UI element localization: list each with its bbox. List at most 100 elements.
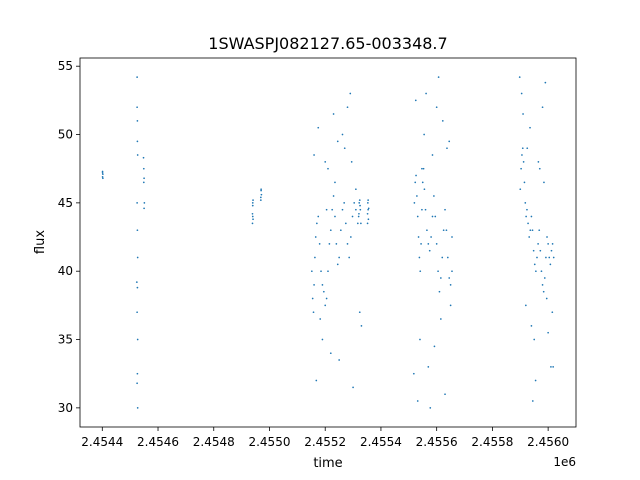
data-point bbox=[321, 284, 324, 286]
data-point bbox=[527, 222, 529, 225]
data-point bbox=[328, 243, 331, 245]
data-point bbox=[421, 181, 424, 184]
data-point bbox=[446, 147, 448, 150]
data-point bbox=[550, 249, 553, 252]
data-point bbox=[352, 386, 354, 389]
data-point bbox=[251, 204, 254, 207]
data-point bbox=[349, 92, 352, 95]
x-axis-offset-label: 1e6 bbox=[553, 455, 576, 469]
data-point bbox=[529, 126, 531, 129]
data-point bbox=[136, 256, 139, 259]
data-point bbox=[545, 256, 547, 259]
data-point bbox=[313, 154, 315, 156]
data-point bbox=[329, 229, 332, 232]
data-point bbox=[544, 81, 547, 84]
data-point bbox=[433, 195, 435, 197]
data-point bbox=[547, 243, 549, 245]
data-point bbox=[533, 338, 536, 341]
data-point bbox=[520, 167, 522, 170]
data-point bbox=[367, 199, 369, 201]
data-point bbox=[437, 270, 439, 273]
data-point bbox=[260, 188, 262, 191]
data-point bbox=[329, 352, 332, 355]
data-point bbox=[317, 126, 320, 129]
data-point bbox=[537, 243, 539, 245]
data-point bbox=[360, 222, 362, 225]
data-point bbox=[136, 202, 138, 204]
data-point bbox=[414, 181, 417, 184]
data-point bbox=[367, 208, 369, 211]
data-point bbox=[142, 156, 145, 159]
data-point bbox=[543, 277, 546, 279]
data-point bbox=[313, 284, 315, 286]
data-point bbox=[336, 263, 339, 266]
data-point bbox=[252, 218, 254, 221]
x-axis-label: time bbox=[313, 456, 342, 471]
data-point bbox=[435, 106, 438, 109]
data-point bbox=[136, 311, 138, 314]
x-tick-label: 2.4546 bbox=[137, 435, 179, 449]
data-point bbox=[143, 202, 146, 204]
data-point bbox=[350, 236, 352, 238]
data-points bbox=[101, 76, 555, 409]
data-point bbox=[551, 243, 554, 245]
data-point bbox=[542, 290, 545, 293]
data-point bbox=[335, 243, 338, 245]
data-point bbox=[525, 215, 527, 218]
y-axis-label: flux bbox=[33, 230, 48, 254]
data-point bbox=[523, 181, 526, 184]
data-point bbox=[415, 174, 417, 177]
data-point bbox=[367, 218, 370, 221]
data-point bbox=[451, 270, 453, 273]
data-point bbox=[355, 208, 357, 211]
data-point bbox=[314, 256, 316, 259]
data-point bbox=[451, 236, 453, 238]
data-point bbox=[136, 372, 139, 375]
data-point bbox=[429, 407, 432, 409]
data-point bbox=[317, 215, 320, 218]
data-point bbox=[416, 400, 419, 402]
data-point bbox=[259, 196, 262, 199]
data-point bbox=[532, 249, 535, 252]
data-point bbox=[315, 379, 318, 382]
data-point bbox=[541, 284, 544, 286]
data-point bbox=[136, 106, 138, 109]
data-point bbox=[431, 154, 434, 156]
data-point bbox=[136, 407, 139, 409]
data-point bbox=[421, 167, 423, 170]
data-point bbox=[533, 263, 536, 266]
data-point bbox=[136, 382, 138, 385]
data-point bbox=[314, 236, 317, 238]
data-point bbox=[531, 400, 534, 402]
data-point bbox=[142, 181, 145, 184]
x-tick-label: 2.4560 bbox=[527, 435, 569, 449]
data-point bbox=[416, 195, 418, 197]
data-point bbox=[101, 171, 104, 174]
data-point bbox=[421, 208, 423, 211]
data-point bbox=[324, 304, 327, 307]
data-point bbox=[359, 208, 362, 211]
data-point bbox=[339, 229, 342, 232]
data-point bbox=[423, 133, 425, 136]
x-tick-label: 2.4548 bbox=[193, 435, 235, 449]
y-axis-ticks: 30 35 40 45 50 55 bbox=[58, 59, 80, 415]
data-point bbox=[425, 92, 427, 95]
data-point bbox=[530, 215, 533, 218]
data-point bbox=[440, 277, 442, 279]
data-point bbox=[332, 195, 335, 197]
data-point bbox=[538, 167, 541, 170]
data-point bbox=[143, 177, 145, 180]
data-point bbox=[444, 393, 446, 396]
data-point bbox=[319, 318, 322, 320]
data-point bbox=[102, 173, 104, 176]
data-point bbox=[433, 345, 436, 348]
data-point bbox=[343, 202, 346, 204]
data-point bbox=[537, 161, 540, 163]
data-point bbox=[541, 106, 544, 109]
data-point bbox=[449, 284, 452, 286]
data-point bbox=[434, 215, 437, 218]
y-tick-label: 35 bbox=[58, 333, 73, 347]
x-tick-label: 2.4550 bbox=[248, 435, 290, 449]
data-point bbox=[260, 193, 263, 196]
